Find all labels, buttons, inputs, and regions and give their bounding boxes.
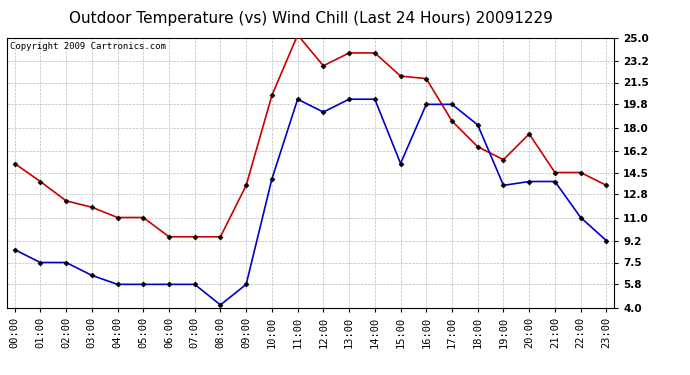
- Text: Copyright 2009 Cartronics.com: Copyright 2009 Cartronics.com: [10, 42, 166, 51]
- Text: Outdoor Temperature (vs) Wind Chill (Last 24 Hours) 20091229: Outdoor Temperature (vs) Wind Chill (Las…: [68, 11, 553, 26]
